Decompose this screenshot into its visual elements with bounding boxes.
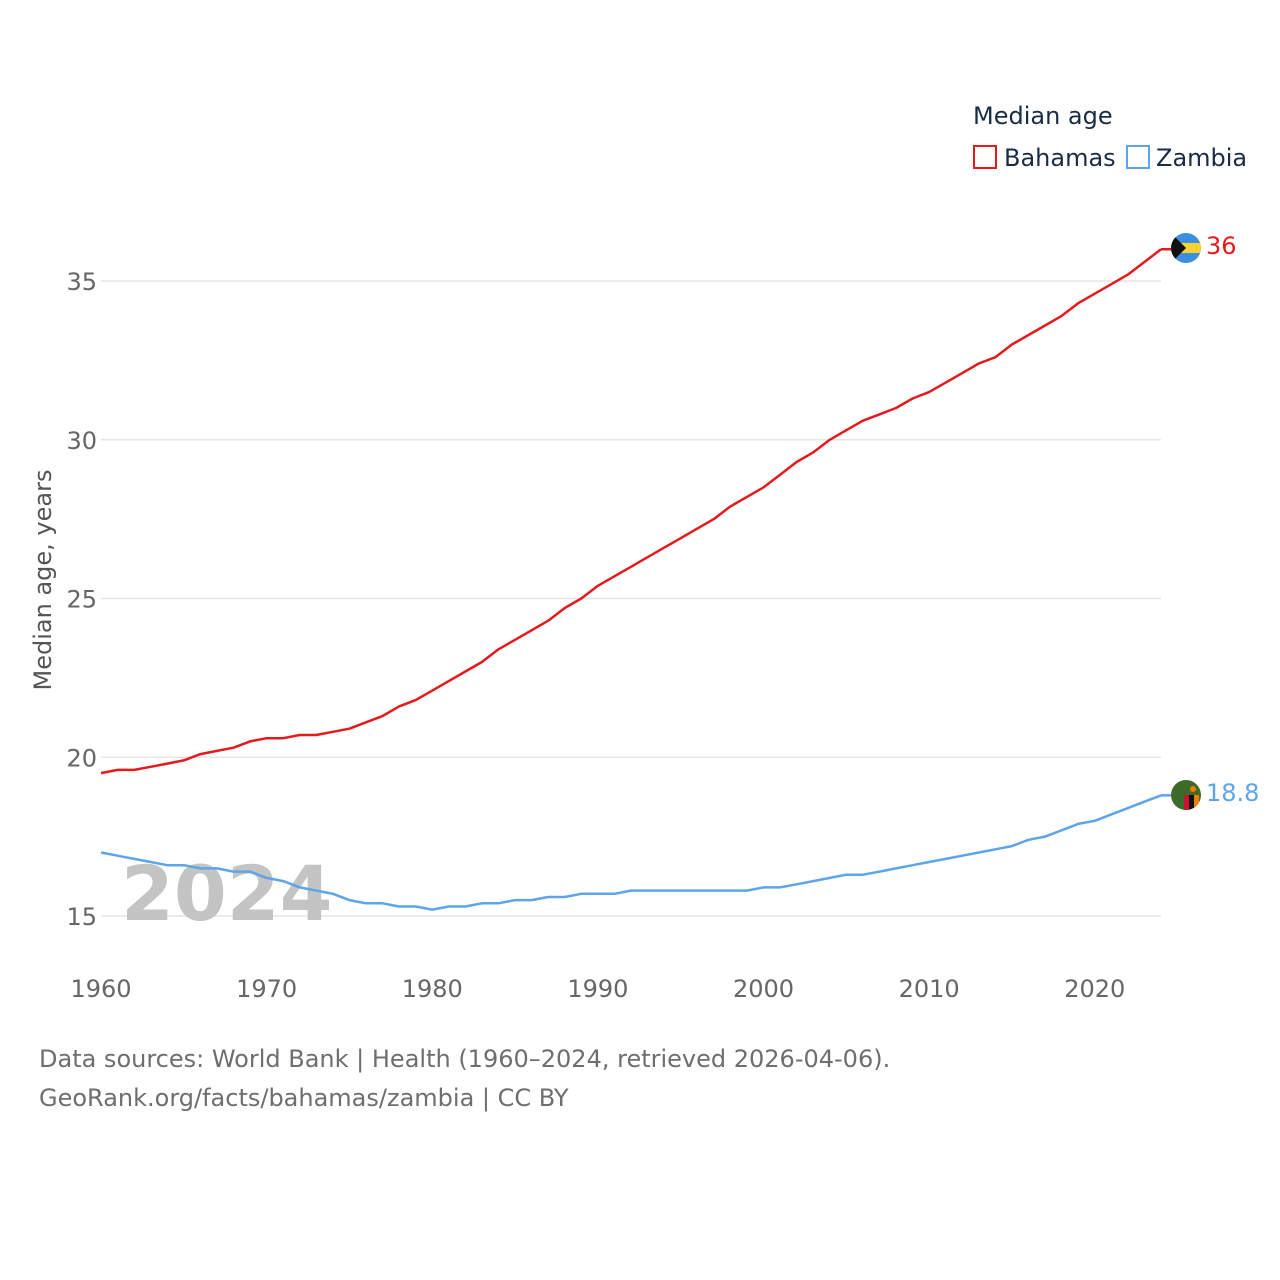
x-tick-label: 1960 (70, 975, 131, 1003)
x-tick-label: 2020 (1064, 975, 1125, 1003)
x-tick-label: 2000 (733, 975, 794, 1003)
zambia-flag-icon (1171, 780, 1201, 810)
x-tick-label: 2010 (899, 975, 960, 1003)
x-axis-ticks: 1960 1970 1980 1990 2000 2010 2020 (70, 975, 1125, 1003)
y-tick-label: 35 (66, 268, 97, 296)
legend-swatch-bahamas[interactable] (973, 145, 997, 169)
bahamas-flag-icon (1171, 233, 1201, 263)
footer-sources: Data sources: World Bank | Health (1960–… (39, 1045, 891, 1073)
gridlines (101, 280, 1161, 917)
x-tick-label: 1970 (236, 975, 297, 1003)
y-axis-label: Median age, years (29, 470, 57, 691)
footer-link[interactable]: GeoRank.org/facts/bahamas/zambia | CC BY (39, 1084, 569, 1112)
y-tick-label: 20 (66, 744, 97, 772)
legend-swatch-zambia[interactable] (1126, 145, 1150, 169)
end-label-bahamas: 36 (1206, 232, 1237, 260)
x-tick-label: 1990 (567, 975, 628, 1003)
legend: Median age Bahamas Zambia (973, 102, 1247, 172)
series-line-bahamas[interactable] (100, 248, 1162, 775)
y-axis-ticks: 15 20 25 30 35 (66, 268, 97, 931)
y-tick-label: 25 (66, 586, 97, 614)
end-label-zambia: 18.8 (1206, 779, 1259, 807)
legend-label-bahamas[interactable]: Bahamas (1004, 144, 1116, 172)
series-lines (100, 248, 1171, 911)
legend-label-zambia[interactable]: Zambia (1156, 144, 1247, 172)
series-line-zambia[interactable] (100, 794, 1162, 911)
y-tick-label: 15 (66, 903, 97, 931)
legend-title: Median age (973, 102, 1113, 130)
x-tick-label: 1980 (402, 975, 463, 1003)
y-tick-label: 30 (66, 427, 97, 455)
